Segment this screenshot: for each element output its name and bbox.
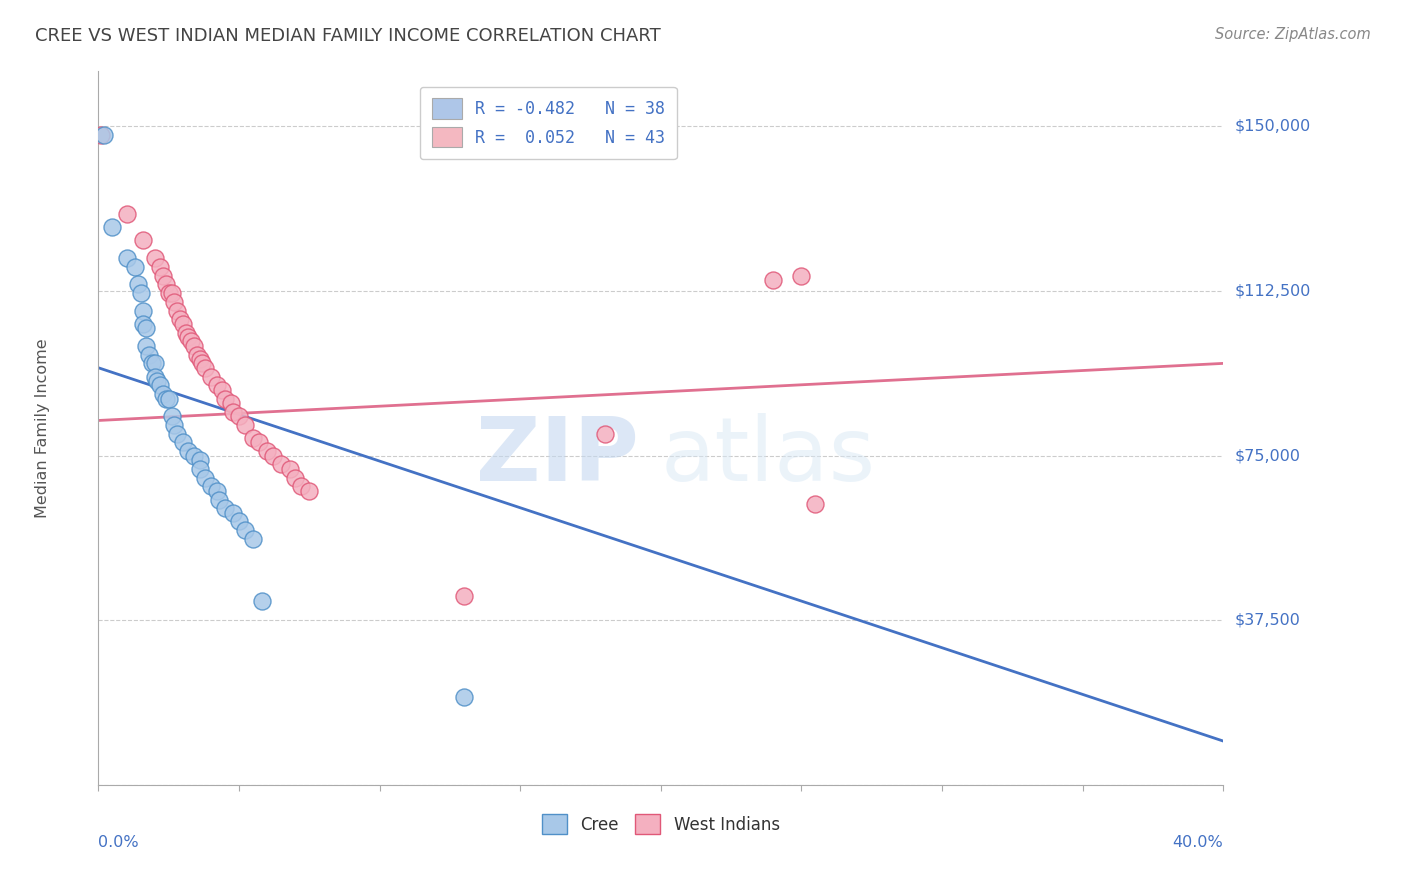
Point (149, 260, 172, 274)
Point (115, 251, 138, 265)
Text: 0.0%: 0.0% (98, 835, 139, 850)
Point (188, 462, 211, 476)
Text: $112,500: $112,500 (1234, 284, 1310, 299)
Point (135, 339, 157, 353)
Text: atlas: atlas (661, 413, 876, 500)
Text: 40.0%: 40.0% (1173, 835, 1223, 850)
Point (205, 483, 228, 498)
Point (183, 449, 205, 463)
Point (141, 356, 163, 370)
Point (172, 435, 194, 450)
Point (138, 348, 160, 362)
Point (90, 128, 112, 142)
Point (152, 387, 174, 401)
Point (762, 273, 785, 287)
Text: Median Family Income: Median Family Income (35, 338, 49, 518)
Point (163, 417, 186, 432)
Point (790, 268, 813, 283)
Text: $150,000: $150,000 (1234, 119, 1310, 134)
Text: $75,000: $75,000 (1234, 448, 1301, 463)
Point (160, 286, 183, 301)
Point (222, 506, 245, 520)
Point (180, 334, 202, 349)
Point (208, 492, 231, 507)
Point (166, 303, 188, 318)
Point (256, 444, 278, 458)
Point (149, 378, 172, 392)
Point (214, 392, 236, 406)
Point (169, 312, 191, 326)
Legend: Cree, West Indians: Cree, West Indians (536, 807, 786, 841)
Text: $37,500: $37,500 (1234, 613, 1301, 628)
Point (278, 462, 301, 476)
Point (211, 383, 233, 397)
Point (157, 392, 180, 406)
Point (186, 348, 208, 362)
Text: ZIP: ZIP (475, 413, 638, 500)
Point (242, 532, 264, 546)
Point (205, 378, 228, 392)
Text: CREE VS WEST INDIAN MEDIAN FAMILY INCOME CORRELATION CHART: CREE VS WEST INDIAN MEDIAN FAMILY INCOME… (35, 27, 661, 45)
Point (155, 277, 177, 292)
Point (200, 369, 222, 384)
Point (228, 409, 250, 423)
Point (160, 409, 183, 423)
Point (143, 251, 166, 265)
Point (132, 303, 155, 318)
Point (174, 326, 197, 340)
Point (222, 405, 245, 419)
Point (132, 234, 155, 248)
Point (146, 374, 169, 388)
Point (200, 479, 222, 493)
Point (290, 479, 312, 493)
Point (101, 220, 124, 235)
Point (270, 458, 292, 472)
Point (132, 317, 155, 331)
Point (127, 277, 149, 292)
Point (124, 260, 146, 274)
Point (157, 286, 180, 301)
Point (219, 396, 242, 410)
Point (163, 294, 186, 309)
Point (593, 426, 616, 441)
Point (129, 286, 152, 301)
Point (214, 501, 236, 516)
Point (453, 690, 475, 705)
Point (247, 435, 270, 450)
Point (228, 515, 250, 529)
Point (177, 330, 200, 344)
Point (143, 369, 166, 384)
Point (152, 268, 174, 283)
Point (188, 453, 211, 467)
Point (298, 483, 321, 498)
Point (284, 470, 307, 484)
Point (804, 497, 827, 511)
Point (242, 431, 264, 445)
Point (233, 417, 256, 432)
Text: Source: ZipAtlas.com: Source: ZipAtlas.com (1215, 27, 1371, 42)
Point (250, 593, 273, 607)
Point (194, 470, 217, 484)
Point (262, 449, 284, 463)
Point (93, 128, 115, 142)
Point (143, 356, 166, 370)
Point (194, 360, 217, 375)
Point (155, 392, 177, 406)
Point (191, 356, 214, 370)
Point (172, 317, 194, 331)
Point (233, 523, 256, 537)
Point (115, 207, 138, 221)
Point (166, 426, 188, 441)
Point (453, 589, 475, 603)
Point (188, 351, 211, 366)
Point (135, 321, 157, 335)
Point (177, 444, 200, 458)
Point (183, 339, 205, 353)
